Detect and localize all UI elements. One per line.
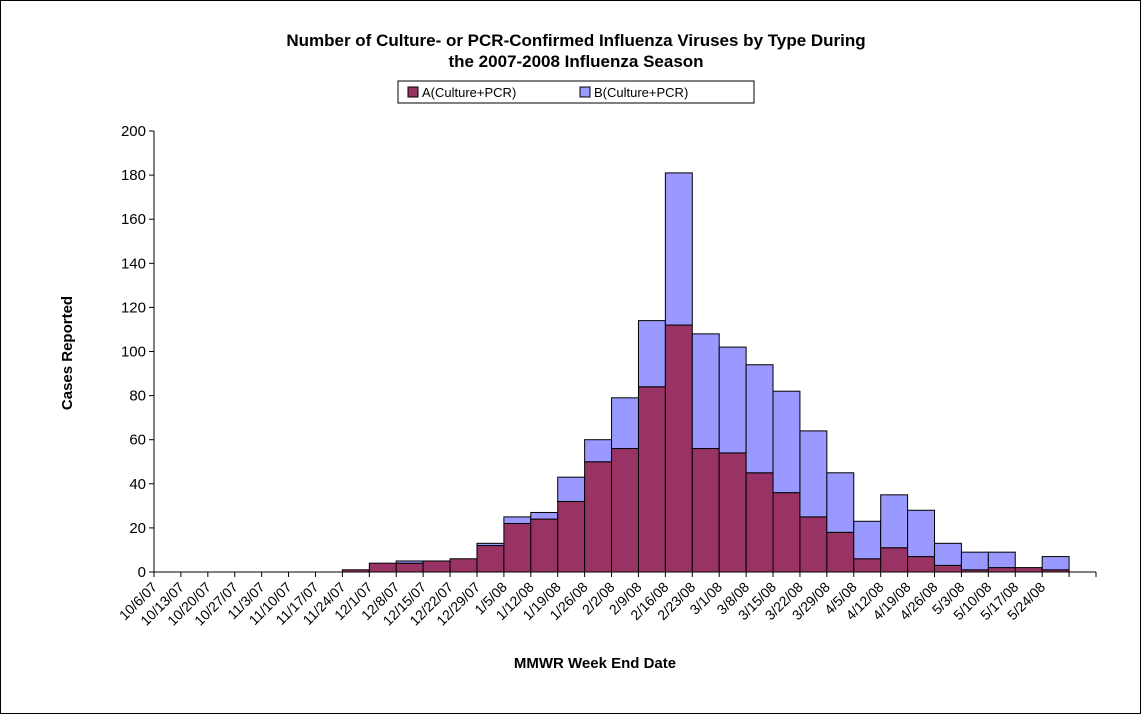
y-tick-label: 60	[129, 432, 146, 449]
y-tick-label: 100	[121, 344, 146, 361]
y-tick-label: 0	[138, 564, 146, 581]
bar-a-31	[987, 567, 1016, 573]
bars	[341, 172, 1070, 573]
bar-b-25	[826, 472, 855, 533]
bar-a-32	[1014, 567, 1043, 573]
bar-a-10	[422, 560, 451, 573]
bar-a-11	[449, 558, 478, 573]
bar-b-30	[960, 551, 989, 571]
bar-b-13	[503, 516, 532, 524]
bar-b-28	[907, 509, 936, 558]
legend-label-b: B(Culture+PCR)	[594, 85, 688, 100]
legend-box	[397, 80, 755, 104]
legend-swatch-b	[579, 86, 591, 98]
bar-b-17	[611, 397, 639, 450]
bar-b-15	[557, 476, 586, 502]
bar-b-21	[718, 346, 747, 454]
y-tick-label: 140	[121, 255, 146, 272]
bar-a-13	[503, 522, 532, 573]
bar-b-24	[799, 430, 828, 518]
bar-b-29	[934, 542, 962, 566]
bar-a-16	[584, 461, 613, 573]
chart-title-line1: Number of Culture- or PCR-Confirmed Infl…	[286, 31, 865, 50]
bar-a-27	[880, 547, 909, 573]
bar-a-8	[368, 562, 397, 573]
bar-b-19	[664, 172, 693, 326]
y-tick-label: 200	[121, 123, 146, 140]
bar-b-20	[691, 333, 720, 450]
bar-a-17	[611, 448, 639, 573]
y-ticks: 0 20 40 60 80 100 120 140 160 180 200	[121, 123, 154, 581]
bar-a-15	[557, 500, 586, 573]
legend-swatch-a	[407, 86, 419, 98]
bar-a-9	[395, 562, 424, 573]
y-tick-label: 160	[121, 211, 146, 228]
legend-label-a: A(Culture+PCR)	[422, 85, 516, 100]
y-tick-label: 20	[129, 520, 146, 537]
bar-a-19	[664, 324, 693, 573]
bar-b-22	[745, 364, 774, 474]
bar-a-12	[476, 545, 505, 573]
y-tick-label: 40	[129, 476, 146, 493]
bar-b-26	[853, 520, 882, 560]
bar-b-27	[880, 494, 909, 549]
y-tick-label: 120	[121, 299, 146, 316]
y-tick-label: 180	[121, 167, 146, 184]
bar-a-20	[691, 448, 720, 573]
bar-b-23	[772, 390, 801, 494]
bar-a-21	[718, 452, 747, 573]
bar-a-22	[745, 472, 774, 573]
bar-b-12	[476, 542, 505, 547]
chart-title-line2: the 2007-2008 Influenza Season	[448, 52, 703, 71]
bar-a-25	[826, 531, 855, 573]
y-tick-label: 80	[129, 388, 146, 405]
bar-a-28	[907, 556, 936, 573]
bar-b-33	[1041, 556, 1070, 571]
bar-b-18	[637, 320, 666, 388]
x-axis-title: MMWR Week End Date	[514, 655, 676, 672]
bar-a-18	[637, 386, 666, 573]
bar-b-31	[987, 551, 1016, 569]
y-axis-title: Cases Reported	[59, 296, 76, 410]
bar-b-14	[530, 511, 559, 520]
bar-a-14	[530, 518, 559, 573]
bar-a-23	[772, 492, 801, 573]
legend: A(Culture+PCR) B(Culture+PCR)	[397, 80, 755, 104]
bar-b-16	[584, 439, 613, 463]
bar-a-29	[934, 564, 962, 573]
bar-a-24	[799, 516, 828, 573]
bar-b-9	[395, 560, 424, 564]
bar-a-26	[853, 558, 882, 573]
